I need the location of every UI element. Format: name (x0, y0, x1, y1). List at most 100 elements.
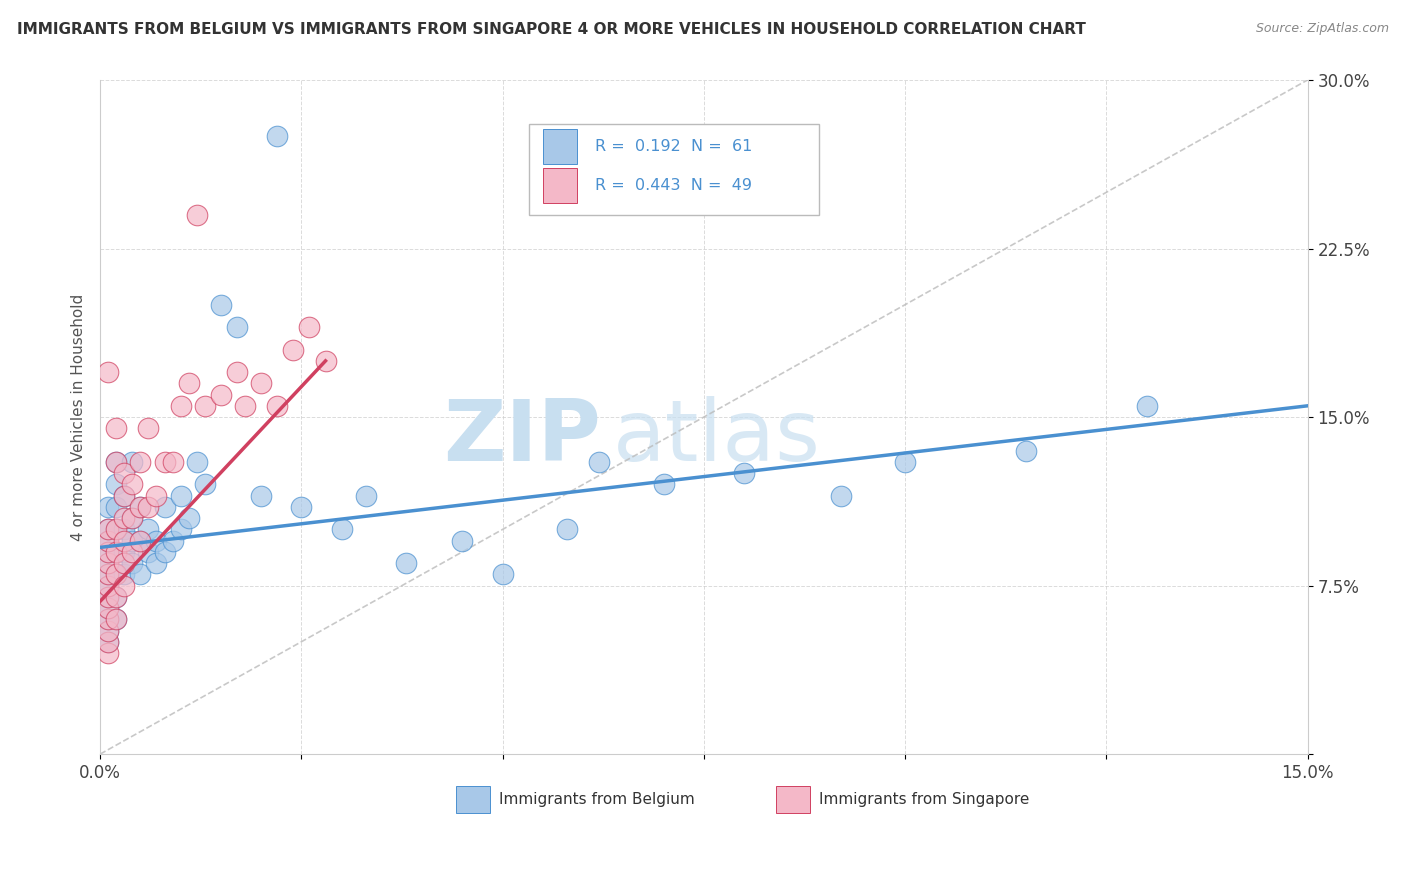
Point (97, 646, 120, 660)
FancyBboxPatch shape (529, 124, 818, 215)
Point (290, 500, 312, 514)
Point (129, 500, 152, 514)
Point (169, 489, 191, 503)
Point (97, 590, 120, 604)
Point (162, 455, 184, 469)
Point (209, 298, 232, 312)
Point (112, 545, 135, 559)
Point (186, 208, 208, 222)
Point (97, 556, 120, 570)
Point (226, 320, 249, 334)
Point (105, 523, 128, 537)
Point (129, 533, 152, 548)
Point (121, 545, 143, 559)
Point (153, 500, 176, 514)
Point (315, 354, 337, 368)
Point (97, 523, 120, 537)
Point (97, 523, 120, 537)
Point (186, 455, 208, 469)
Point (1015, 443, 1038, 458)
Point (112, 578, 135, 592)
Point (112, 556, 135, 570)
Point (1135, 399, 1157, 413)
Text: Source: ZipAtlas.com: Source: ZipAtlas.com (1256, 22, 1389, 36)
Point (226, 365, 249, 379)
Point (97, 365, 120, 379)
FancyBboxPatch shape (543, 129, 576, 164)
Text: R =  0.443  N =  49: R = 0.443 N = 49 (595, 178, 752, 194)
Text: Immigrants from Belgium: Immigrants from Belgium (499, 792, 695, 807)
Point (209, 387, 232, 401)
Point (112, 489, 135, 503)
Point (233, 399, 256, 413)
Point (298, 320, 321, 334)
Point (97, 556, 120, 570)
Point (194, 477, 217, 491)
Text: R =  0.192  N =  61: R = 0.192 N = 61 (595, 139, 752, 154)
Point (138, 500, 160, 514)
Point (177, 376, 200, 391)
Point (250, 489, 273, 503)
Point (652, 477, 675, 491)
Point (129, 455, 152, 469)
Point (97, 634, 120, 648)
Point (97, 624, 120, 638)
Point (97, 533, 120, 548)
Point (153, 455, 176, 469)
Point (138, 421, 160, 435)
Point (97, 533, 120, 548)
Point (97, 590, 120, 604)
Point (830, 489, 852, 503)
Point (588, 455, 610, 469)
Point (129, 500, 152, 514)
Point (169, 523, 191, 537)
Point (153, 545, 176, 559)
Point (894, 455, 917, 469)
Point (105, 455, 128, 469)
Point (138, 545, 160, 559)
Point (105, 545, 128, 559)
Point (97, 612, 120, 626)
Point (250, 376, 273, 391)
Point (145, 556, 167, 570)
Point (97, 545, 120, 559)
Point (97, 601, 120, 615)
Point (112, 523, 135, 537)
Text: Immigrants from Singapore: Immigrants from Singapore (818, 792, 1029, 807)
Point (121, 477, 143, 491)
Text: IMMIGRANTS FROM BELGIUM VS IMMIGRANTS FROM SINGAPORE 4 OR MORE VEHICLES IN HOUSE: IMMIGRANTS FROM BELGIUM VS IMMIGRANTS FR… (17, 22, 1085, 37)
Point (129, 533, 152, 548)
Point (105, 590, 128, 604)
Point (97, 634, 120, 648)
Point (112, 511, 135, 525)
Point (97, 578, 120, 592)
Point (194, 399, 217, 413)
Point (145, 533, 167, 548)
Point (121, 511, 143, 525)
Point (112, 467, 135, 481)
Y-axis label: 4 or more Vehicles in Household: 4 or more Vehicles in Household (72, 293, 86, 541)
Point (129, 567, 152, 582)
Point (266, 399, 288, 413)
Point (105, 421, 128, 435)
Point (491, 567, 513, 582)
Point (121, 511, 143, 525)
Point (121, 533, 143, 548)
Point (177, 511, 200, 525)
Point (105, 567, 128, 582)
Point (283, 343, 305, 357)
Text: atlas: atlas (613, 396, 821, 479)
Point (121, 556, 143, 570)
FancyBboxPatch shape (457, 787, 491, 814)
Point (105, 612, 128, 626)
Point (97, 601, 120, 615)
Point (330, 523, 353, 537)
FancyBboxPatch shape (543, 169, 576, 203)
Text: ZIP: ZIP (443, 396, 602, 479)
Point (354, 489, 377, 503)
Point (169, 399, 191, 413)
Point (97, 624, 120, 638)
Point (112, 533, 135, 548)
Point (145, 489, 167, 503)
Point (138, 523, 160, 537)
